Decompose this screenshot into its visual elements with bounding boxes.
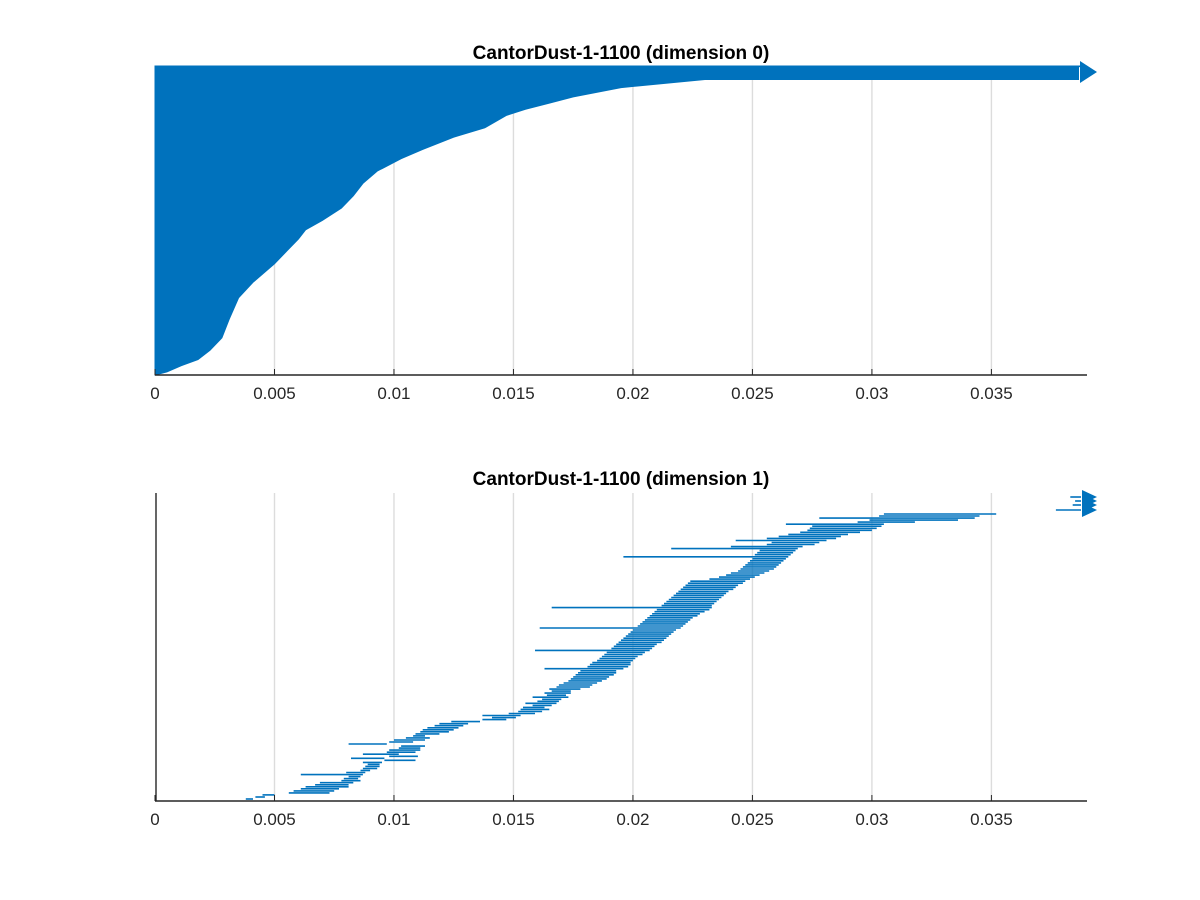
x-tick-label: 0.02 [616,384,649,403]
chart-title: CantorDust-1-1100 (dimension 0) [473,43,770,64]
infinite-bars [1055,490,1097,517]
x-axis-ticks: 0 0.005 0.01 0.015 0.02 0.025 0.03 0.035 [150,369,1013,403]
x-axis-ticks: 0 0.005 0.01 0.015 0.02 0.025 0.03 0.035 [150,795,1013,829]
chart-title: CantorDust-1-1100 (dimension 1) [473,469,770,490]
x-tick-label: 0.035 [970,810,1013,829]
infinite-bar-line [155,66,1079,80]
x-tick-label: 0.015 [492,810,535,829]
x-tick-label: 0.02 [616,810,649,829]
x-tick-label: 0.01 [377,384,410,403]
x-tick-label: 0.005 [253,384,296,403]
x-tick-label: 0 [150,384,159,403]
barcode-panel-dimension-0: 0 0.005 0.01 0.015 0.02 0.025 0.03 0.035 Cantor… [150,43,1097,403]
x-tick-label: 0.03 [855,384,888,403]
x-tick-label: 0 [150,810,159,829]
x-tick-label: 0.03 [855,810,888,829]
x-tick-label: 0.01 [377,810,410,829]
x-tick-label: 0.025 [731,384,774,403]
x-tick-label: 0.015 [492,384,535,403]
infinite-bar-arrowhead [1082,503,1097,517]
x-tick-label: 0.005 [253,810,296,829]
infinite-bar [155,61,1097,83]
infinite-bar-arrowhead [1080,61,1097,83]
barcode-panel-dimension-1: 0 0.005 0.01 0.015 0.02 0.025 0.03 0.035 Cantor… [150,469,1097,829]
barcode-bars [245,513,997,800]
x-tick-label: 0.025 [731,810,774,829]
x-tick-label: 0.035 [970,384,1013,403]
